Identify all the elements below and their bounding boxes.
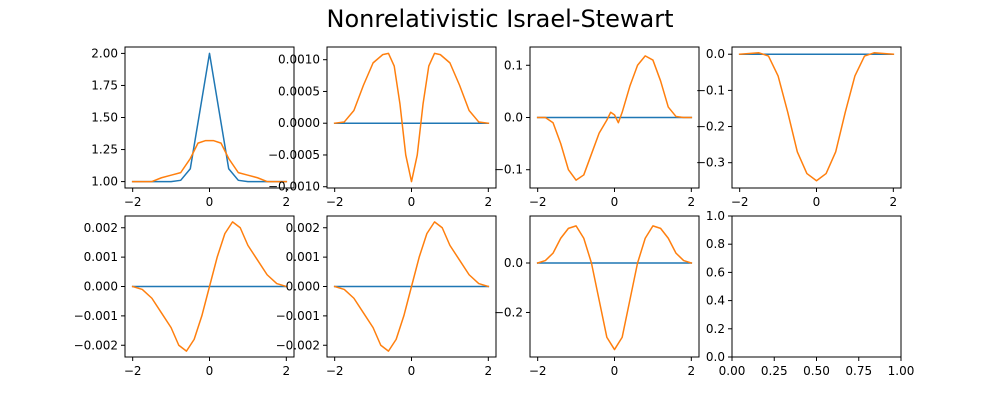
y-tick-label: 0.0005 (278, 84, 320, 98)
y-tick-label: 0.000 (286, 280, 320, 294)
subplot-4: −2 0 2 −0.3 −0.2 −0.1 0.0 (696, 46, 902, 209)
y-tick-label: 0.4 (706, 294, 725, 308)
x-tick-label: 0.00 (719, 364, 746, 378)
y-tick-label: 0.0000 (278, 116, 320, 130)
subplot-3: −2 0 2 −0.1 0.0 0.1 (494, 46, 700, 209)
x-tick-label: 0 (408, 364, 416, 378)
y-tick-label: 0.8 (706, 237, 725, 251)
x-tick-label: 0 (408, 195, 416, 209)
x-tick-label: 0 (206, 195, 214, 209)
y-tick-label: 1.50 (91, 111, 118, 125)
subplot-5: −2 0 2 −0.002 −0.001 0.000 0.001 0.002 (74, 215, 295, 378)
y-tick-label: 0.001 (286, 250, 320, 264)
x-tick-label: −2 (529, 195, 547, 209)
x-tick-label: 0.25 (761, 364, 788, 378)
x-tick-label: −2 (124, 364, 142, 378)
y-tick-label: 2.00 (91, 46, 118, 60)
series-line-1 (131, 52, 288, 183)
y-tick-label: −0.001 (74, 309, 118, 323)
y-tick-label: 0.002 (286, 221, 320, 235)
x-tick-label: −2 (326, 195, 344, 209)
y-tick-label: 0.0 (504, 256, 523, 270)
y-tick-label: −0.002 (276, 338, 320, 352)
subplot-6: −2 0 2 −0.002 −0.001 0.000 0.001 0.002 (276, 215, 497, 378)
figure-title: Nonrelativistic Israel-Stewart (327, 5, 674, 33)
x-tick-label: 2 (484, 364, 492, 378)
y-tick-label: 0.002 (84, 221, 118, 235)
subplot-grid: −2 0 21.001.251.501.752.00−2 0 2−0.0010−0.00… (74, 46, 915, 378)
x-tick-label: −2 (326, 364, 344, 378)
y-tick-label: 1.0 (706, 209, 725, 223)
x-tick-label: 2 (484, 195, 492, 209)
y-tick-label: 0.0010 (278, 53, 320, 67)
axes-frame (529, 215, 700, 358)
y-tick-label: −0.1 (696, 83, 725, 97)
y-tick-label: 1.25 (91, 143, 118, 157)
y-tick-label: 0.0 (504, 111, 523, 125)
y-tick-label: −0.2 (696, 120, 725, 134)
y-tick-label: 0.6 (706, 265, 725, 279)
x-tick-label: 0 (813, 195, 821, 209)
series-line-2 (333, 52, 490, 183)
x-tick-label: 2 (282, 195, 290, 209)
x-tick-label: 1.00 (888, 364, 915, 378)
series-line-2 (536, 55, 693, 181)
y-tick-label: 0.2 (706, 322, 725, 336)
y-tick-label: 1.75 (91, 78, 118, 92)
y-tick-label: −0.002 (74, 338, 118, 352)
axes-frame (124, 46, 295, 189)
y-tick-label: −0.0005 (268, 148, 320, 162)
x-tick-label: 2 (687, 364, 695, 378)
y-tick-label: 0.001 (84, 250, 118, 264)
y-tick-label: −0.1 (494, 163, 523, 177)
x-tick-label: −2 (529, 364, 547, 378)
subplot-7: −2 0 2 −0.2 0.0 (494, 215, 700, 378)
x-tick-label: 0 (611, 195, 619, 209)
x-tick-label: −2 (124, 195, 142, 209)
series-line-2 (738, 52, 895, 182)
x-tick-label: 0 (611, 364, 619, 378)
x-tick-label: 2 (687, 195, 695, 209)
x-tick-label: 2 (282, 364, 290, 378)
y-tick-label: 0.000 (84, 280, 118, 294)
x-tick-label: −2 (731, 195, 749, 209)
x-tick-label: 0.75 (845, 364, 872, 378)
subplot-8: 0.00 0.25 0.50 0.75 1.00 0.0 0.2 0.4 0.6 0.8 1.0 (706, 209, 914, 378)
x-tick-label: 0 (206, 364, 214, 378)
y-tick-label: 0.0 (706, 350, 725, 364)
y-tick-label: 0.1 (504, 58, 523, 72)
axes-frame (731, 215, 902, 358)
axes-frame (731, 46, 902, 189)
y-tick-label: −0.3 (696, 156, 725, 170)
y-tick-label: 1.00 (91, 175, 118, 189)
series-line-2 (131, 221, 288, 352)
y-tick-label: −0.001 (276, 309, 320, 323)
series-line-2 (131, 139, 288, 183)
series-line-2 (333, 221, 490, 352)
axes-frame (326, 46, 497, 189)
series-line-2 (536, 225, 693, 351)
y-tick-label: −0.2 (494, 305, 523, 319)
x-tick-label: 0.50 (803, 364, 830, 378)
y-tick-label: −0.0010 (268, 180, 320, 194)
x-tick-label: 2 (889, 195, 897, 209)
y-tick-label: 0.0 (706, 47, 725, 61)
subplot-1: −2 0 2 1.00 1.25 1.50 1.75 2.00 (91, 46, 295, 209)
